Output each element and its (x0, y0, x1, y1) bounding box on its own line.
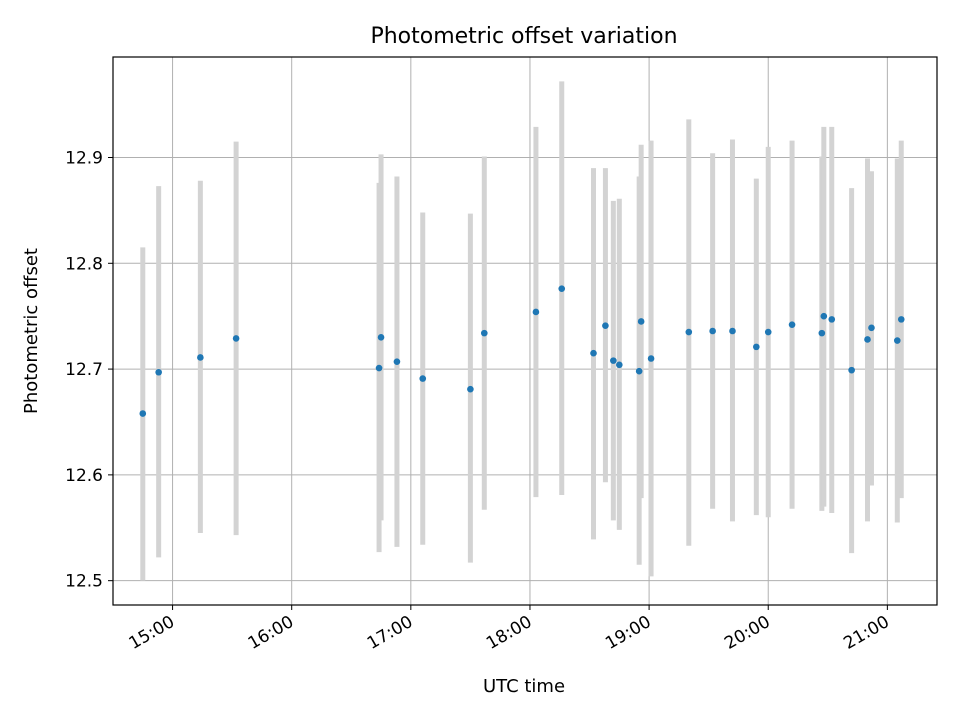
data-point (897, 316, 905, 323)
data-point (155, 368, 162, 376)
data-points (139, 285, 905, 417)
y-tick-label: 12.9 (65, 149, 103, 169)
data-point (868, 324, 875, 332)
y-axis-ticks: 12.5 12.6 12.7 12.8 12.9 (65, 149, 113, 592)
data-point (419, 375, 427, 382)
data-point (637, 318, 645, 325)
x-axis-label: UTC time (483, 676, 565, 697)
y-axis-label: Photometric offset (21, 248, 42, 414)
grid-lines (113, 57, 937, 605)
data-point (532, 308, 540, 316)
data-point (764, 328, 772, 336)
data-point (393, 358, 401, 365)
data-point (602, 322, 609, 330)
data-point (377, 334, 385, 341)
data-point (480, 329, 488, 337)
data-point (820, 312, 828, 320)
data-point (818, 329, 826, 337)
data-point (788, 321, 796, 328)
data-point (232, 335, 240, 342)
data-point (635, 367, 643, 375)
data-point (709, 327, 716, 335)
data-point (610, 357, 617, 364)
data-point (616, 361, 623, 369)
y-tick-label: 12.8 (65, 254, 103, 274)
y-tick-label: 12.5 (65, 572, 103, 592)
data-point (828, 316, 836, 323)
chart-title: Photometric offset variation (370, 24, 677, 49)
data-point (375, 364, 383, 372)
data-point (753, 343, 760, 351)
data-point (139, 410, 147, 417)
data-point (590, 349, 597, 357)
y-tick-label: 12.6 (65, 466, 103, 486)
data-point (685, 328, 693, 336)
plot-frame (112, 56, 938, 606)
data-point (197, 354, 204, 361)
data-point (893, 337, 901, 344)
data-point (864, 336, 871, 343)
data-point (558, 285, 566, 292)
data-point (467, 385, 474, 393)
data-point (729, 327, 736, 335)
data-point (848, 366, 855, 374)
y-tick-label: 12.7 (65, 360, 103, 380)
data-point (647, 355, 655, 362)
